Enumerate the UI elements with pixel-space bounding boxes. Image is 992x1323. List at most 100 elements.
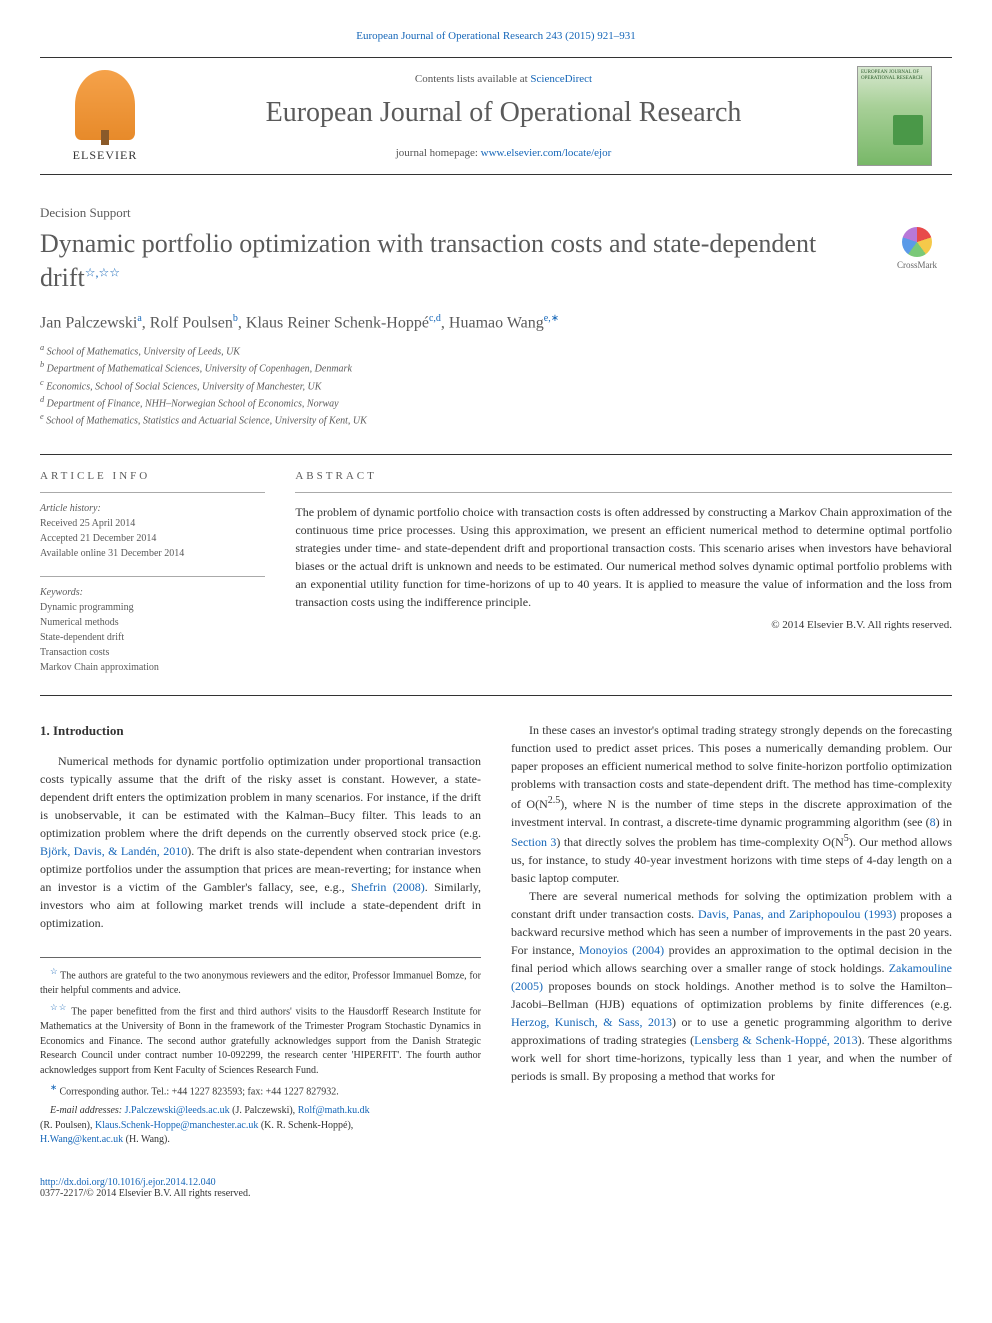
abstract-column: ABSTRACT The problem of dynamic portfoli… (295, 455, 952, 675)
aff-sup-d: d (40, 395, 44, 404)
aff-sup-e: e (40, 412, 44, 421)
ref-lensberg[interactable]: Lensberg & Schenk-Hoppé, 2013 (694, 1033, 857, 1047)
author-1: Jan Palczewski (40, 314, 137, 331)
doi-link[interactable]: http://dx.doi.org/10.1016/j.ejor.2014.12… (40, 1177, 216, 1188)
publisher-logo: ELSEVIER (60, 66, 150, 166)
rp1c: ) in (936, 815, 952, 829)
journal-header: ELSEVIER Contents lists available at Sci… (40, 57, 952, 175)
author-1-aff[interactable]: a (137, 313, 141, 324)
affiliation-c: c Economics, School of Social Sciences, … (40, 377, 952, 394)
email2-name: (R. Poulsen), (40, 1120, 95, 1131)
elsevier-tree-icon (75, 70, 135, 140)
email-palczewski[interactable]: J.Palczewski@leeds.ac.uk (125, 1105, 230, 1116)
article-title: Dynamic portfolio optimization with tran… (40, 227, 862, 295)
keywords-heading: Keywords: (40, 585, 265, 600)
right-paragraph-1: In these cases an investor's optimal tra… (511, 721, 952, 887)
abstract-heading: ABSTRACT (295, 470, 952, 482)
publisher-name: ELSEVIER (73, 148, 138, 163)
journal-name: European Journal of Operational Research (170, 97, 837, 129)
page-footer: http://dx.doi.org/10.1016/j.ejor.2014.12… (40, 1177, 952, 1199)
rp2d: proposes bounds on stock holdings. Anoth… (511, 979, 952, 1011)
journal-cover-thumbnail: EUROPEAN JOURNAL OF OPERATIONAL RESEARCH (857, 66, 932, 166)
keyword-3: State-dependent drift (40, 630, 265, 645)
rp1d: ) that directly solves the problem has t… (556, 835, 843, 849)
corr-text: Corresponding author. Tel.: +44 1227 823… (57, 1087, 339, 1098)
email1-name: (J. Palczewski), (230, 1105, 298, 1116)
article-title-text: Dynamic portfolio optimization with tran… (40, 229, 816, 292)
title-footnote-ref[interactable]: ☆,☆☆ (85, 265, 120, 279)
email-schenk-hoppe[interactable]: Klaus.Schenk-Hoppe@manchester.ac.uk (95, 1120, 258, 1131)
footnote-funding: ☆☆ The paper benefitted from the first a… (40, 1002, 481, 1078)
info-heading: ARTICLE INFO (40, 470, 265, 482)
top-citation-link[interactable]: European Journal of Operational Research… (356, 30, 636, 42)
keyword-5: Markov Chain approximation (40, 660, 265, 675)
intro-paragraph-1: Numerical methods for dynamic portfolio … (40, 752, 481, 932)
keyword-4: Transaction costs (40, 645, 265, 660)
ref-davis[interactable]: Davis, Panas, and Zariphopoulou (1993) (698, 907, 896, 921)
copyright-line: © 2014 Elsevier B.V. All rights reserved… (295, 619, 952, 631)
author-2: Rolf Poulsen (150, 314, 233, 331)
aff-text-d: Department of Finance, NHH–Norwegian Sch… (47, 398, 339, 409)
body-column-right: In these cases an investor's optimal tra… (511, 721, 952, 1152)
email3-name: (K. R. Schenk-Hoppé), (258, 1120, 353, 1131)
cover-graphic-icon (893, 115, 923, 145)
author-3: Klaus Reiner Schenk-Hoppé (246, 314, 429, 331)
abstract-text: The problem of dynamic portfolio choice … (295, 492, 952, 611)
affiliation-b: b Department of Mathematical Sciences, U… (40, 359, 952, 376)
email-poulsen[interactable]: Rolf@math.ku.dk (298, 1105, 370, 1116)
fn1-mark: ☆ (50, 967, 58, 976)
ref-shefrin[interactable]: Shefrin (2008) (351, 880, 425, 894)
footnote-thanks: ☆ The authors are grateful to the two an… (40, 966, 481, 998)
author-2-aff[interactable]: b (233, 313, 238, 324)
section-divider (40, 695, 952, 696)
fn2-mark: ☆☆ (50, 1003, 68, 1012)
footnotes: ☆ The authors are grateful to the two an… (40, 957, 481, 1147)
author-4-aff[interactable]: e,∗ (544, 313, 559, 324)
ref-herzog[interactable]: Herzog, Kunisch, & Sass, 2013 (511, 1015, 672, 1029)
aff-sup-b: b (40, 360, 44, 369)
crossmark-icon (902, 227, 932, 257)
keyword-2: Numerical methods (40, 615, 265, 630)
section-label: Decision Support (40, 205, 952, 221)
affiliation-d: d Department of Finance, NHH–Norwegian S… (40, 394, 952, 411)
article-history: Article history: Received 25 April 2014 … (40, 492, 265, 561)
aff-text-c: Economics, School of Social Sciences, Un… (46, 381, 321, 392)
homepage-line: journal homepage: www.elsevier.com/locat… (170, 147, 837, 159)
fn1-text: The authors are grateful to the two anon… (40, 970, 481, 996)
ref-monoyios[interactable]: Monoyios (2004) (579, 943, 664, 957)
email-wang[interactable]: H.Wang@kent.ac.uk (40, 1134, 123, 1145)
keywords-block: Keywords: Dynamic programming Numerical … (40, 576, 265, 675)
right-paragraph-2: There are several numerical methods for … (511, 887, 952, 1085)
rp1b: ), where N is the number of time steps i… (511, 797, 952, 829)
homepage-link[interactable]: www.elsevier.com/locate/ejor (481, 147, 612, 159)
footnote-emails: E-mail addresses: J.Palczewski@leeds.ac.… (40, 1104, 481, 1148)
homepage-prefix: journal homepage: (396, 147, 481, 159)
section-ref-3[interactable]: Section 3 (511, 835, 556, 849)
title-row: Dynamic portfolio optimization with tran… (40, 227, 952, 295)
aff-sup-c: c (40, 378, 44, 387)
affiliation-e: e School of Mathematics, Statistics and … (40, 411, 952, 428)
sciencedirect-link[interactable]: ScienceDirect (530, 73, 592, 85)
author-4: Huamao Wang (449, 314, 544, 331)
affiliation-a: a School of Mathematics, University of L… (40, 342, 952, 359)
aff-text-a: School of Mathematics, University of Lee… (47, 346, 240, 357)
ref-bjork[interactable]: Björk, Davis, & Landén, 2010 (40, 844, 187, 858)
header-center: Contents lists available at ScienceDirec… (150, 73, 857, 159)
article-front-matter: Decision Support Dynamic portfolio optim… (40, 205, 952, 675)
history-received: Received 25 April 2014 (40, 516, 265, 531)
contents-prefix: Contents lists available at (415, 73, 530, 85)
affiliations: a School of Mathematics, University of L… (40, 342, 952, 429)
authors-line: Jan Palczewskia, Rolf Poulsenb, Klaus Re… (40, 313, 952, 332)
body-columns: 1. Introduction Numerical methods for dy… (40, 721, 952, 1152)
crossmark-badge[interactable]: CrossMark (882, 227, 952, 270)
author-3-aff[interactable]: c,d (429, 313, 441, 324)
article-info-column: ARTICLE INFO Article history: Received 2… (40, 455, 295, 675)
contents-line: Contents lists available at ScienceDirec… (170, 73, 837, 85)
aff-sup-a: a (40, 343, 44, 352)
rp1-exp1: 2.5 (548, 795, 561, 806)
history-online: Available online 31 December 2014 (40, 546, 265, 561)
p1a: Numerical methods for dynamic portfolio … (40, 754, 481, 840)
email4-name: (H. Wang). (123, 1134, 170, 1145)
aff-text-b: Department of Mathematical Sciences, Uni… (47, 364, 352, 375)
history-heading: Article history: (40, 501, 265, 516)
